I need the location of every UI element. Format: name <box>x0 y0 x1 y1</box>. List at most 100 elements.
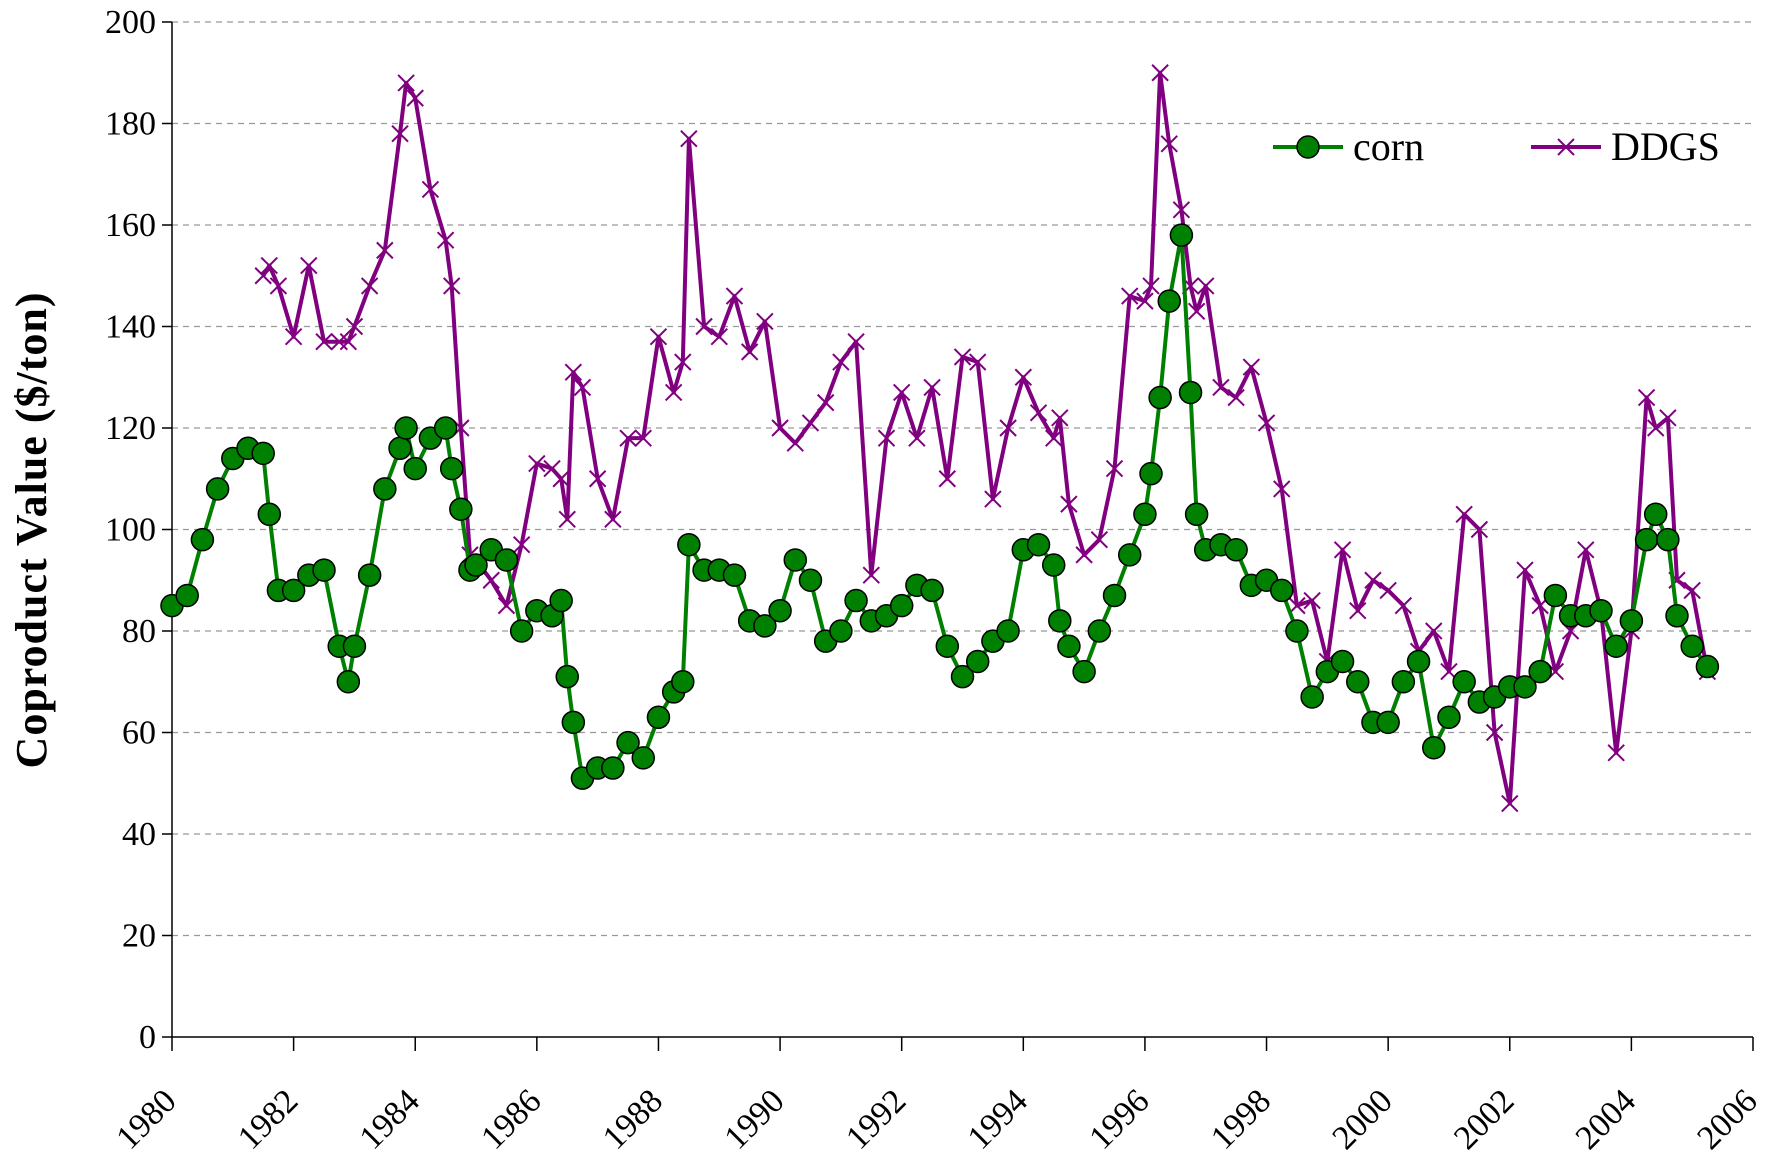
marker <box>269 277 288 295</box>
marker <box>1045 429 1063 447</box>
marker <box>695 317 713 336</box>
marker <box>1014 368 1033 386</box>
marker <box>1528 659 1552 684</box>
marker <box>1296 135 1320 159</box>
marker <box>588 470 607 488</box>
marker <box>1695 654 1720 679</box>
marker <box>1269 578 1294 603</box>
x-tick-label: 1988 <box>596 1082 670 1156</box>
marker <box>1157 289 1181 313</box>
marker <box>920 578 944 603</box>
legend-label: DDGS <box>1611 124 1720 169</box>
marker <box>1577 541 1595 559</box>
marker <box>1543 583 1568 608</box>
marker <box>996 619 1020 643</box>
marker <box>312 558 336 582</box>
x-tick-label: 1986 <box>474 1082 548 1156</box>
marker <box>1470 520 1489 539</box>
marker <box>1303 591 1321 610</box>
marker <box>1121 287 1139 305</box>
marker <box>646 705 671 730</box>
marker <box>464 553 488 577</box>
marker <box>1136 292 1154 310</box>
x-tick-label: 1996 <box>1082 1082 1156 1156</box>
marker <box>175 583 199 608</box>
marker <box>1589 598 1613 623</box>
marker <box>1148 385 1172 410</box>
marker <box>725 287 744 305</box>
marker <box>1425 622 1443 640</box>
y-tick-label: 40 <box>122 816 156 853</box>
marker <box>388 436 412 461</box>
marker <box>1364 571 1382 589</box>
x-tick-label: 2006 <box>1690 1082 1764 1156</box>
marker <box>1285 619 1309 643</box>
marker <box>968 353 987 371</box>
marker <box>1516 561 1534 579</box>
marker <box>555 664 579 689</box>
marker <box>1683 581 1701 600</box>
marker <box>357 563 382 587</box>
y-tick-label: 200 <box>105 4 156 41</box>
marker <box>786 434 804 452</box>
marker <box>1187 302 1206 320</box>
marker <box>1643 502 1668 527</box>
marker <box>1333 541 1352 559</box>
marker <box>1637 388 1656 407</box>
marker <box>1391 670 1416 694</box>
marker <box>908 429 926 447</box>
marker <box>798 568 823 592</box>
marker <box>561 710 586 735</box>
marker <box>950 664 975 689</box>
marker <box>1557 138 1575 156</box>
marker <box>740 343 759 361</box>
marker <box>674 353 692 371</box>
marker <box>1376 710 1400 735</box>
y-tick-label: 160 <box>105 207 156 244</box>
marker <box>436 231 455 249</box>
marker <box>339 333 358 351</box>
marker <box>1257 414 1276 432</box>
marker <box>1212 378 1230 397</box>
marker <box>768 598 792 623</box>
marker <box>558 510 576 529</box>
marker <box>892 383 911 402</box>
marker <box>938 470 957 488</box>
marker <box>601 756 625 780</box>
marker <box>1090 530 1109 549</box>
marker <box>564 363 583 381</box>
marker <box>1133 502 1157 527</box>
marker <box>190 527 215 552</box>
marker <box>634 429 652 447</box>
marker <box>1227 388 1245 407</box>
marker <box>257 502 282 527</box>
marker <box>1346 670 1370 694</box>
x-tick-label: 2002 <box>1447 1082 1521 1156</box>
marker <box>403 456 427 481</box>
marker <box>345 317 364 336</box>
marker <box>1273 480 1291 498</box>
marker <box>1026 532 1051 557</box>
marker <box>376 241 394 260</box>
x-tick-label: 2004 <box>1569 1082 1643 1156</box>
marker <box>512 536 531 554</box>
marker <box>549 588 573 613</box>
marker <box>829 619 853 643</box>
marker <box>284 327 303 346</box>
marker <box>889 593 914 618</box>
marker <box>619 429 637 447</box>
x-tick-label: 2000 <box>1326 1082 1400 1156</box>
marker <box>573 378 592 397</box>
y-axis-label: Coproduct Value ($/ton) <box>7 292 56 769</box>
y-tick-label: 140 <box>105 309 156 346</box>
marker <box>631 746 656 770</box>
marker <box>1197 277 1215 295</box>
marker <box>953 348 972 366</box>
marker <box>1172 201 1191 219</box>
x-tick-label: 1998 <box>1204 1082 1278 1156</box>
marker <box>710 327 728 346</box>
marker <box>1184 502 1209 527</box>
marker <box>847 333 865 351</box>
x-tick-label: 1984 <box>353 1082 427 1156</box>
marker <box>1242 358 1261 376</box>
